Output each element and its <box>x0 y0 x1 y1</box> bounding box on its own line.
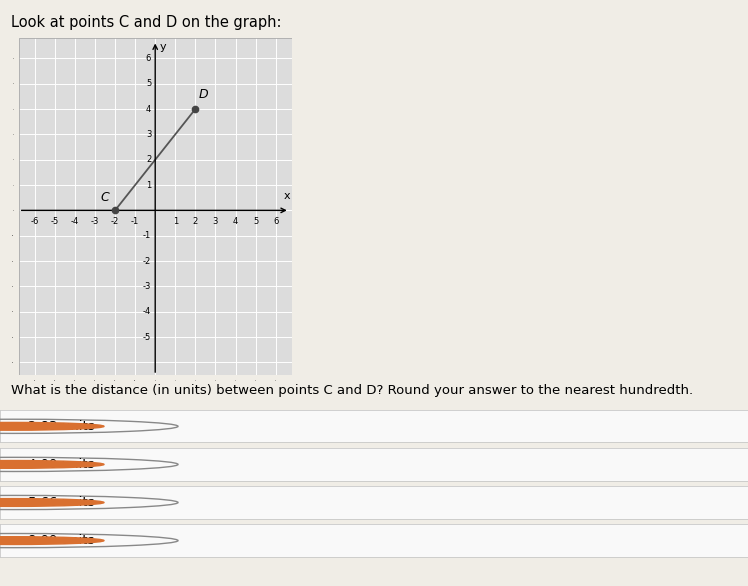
Text: 2.83 units: 2.83 units <box>28 420 95 433</box>
Text: 4: 4 <box>146 104 151 114</box>
Text: Look at points C and D on the graph:: Look at points C and D on the graph: <box>11 15 282 30</box>
Text: -1: -1 <box>131 217 139 226</box>
Text: 6: 6 <box>146 54 151 63</box>
Text: 4: 4 <box>233 217 238 226</box>
Text: 4.00 units: 4.00 units <box>28 458 95 471</box>
Circle shape <box>0 499 104 506</box>
Text: -4: -4 <box>143 307 151 316</box>
Text: D: D <box>198 88 208 101</box>
Circle shape <box>0 537 104 544</box>
Text: x: x <box>284 192 291 202</box>
Circle shape <box>0 423 104 430</box>
Text: 6: 6 <box>273 217 278 226</box>
Text: -1: -1 <box>143 231 151 240</box>
Text: -3: -3 <box>143 282 151 291</box>
Text: 3: 3 <box>146 130 151 139</box>
Text: 2: 2 <box>193 217 198 226</box>
Text: y: y <box>159 42 166 52</box>
Text: 1: 1 <box>146 180 151 189</box>
Text: -5: -5 <box>51 217 59 226</box>
Text: -2: -2 <box>143 257 151 265</box>
Text: 5: 5 <box>146 79 151 88</box>
Text: -5: -5 <box>143 332 151 342</box>
Text: -3: -3 <box>91 217 99 226</box>
Text: 2: 2 <box>146 155 151 164</box>
Text: -6: -6 <box>31 217 39 226</box>
Text: 8.00 units: 8.00 units <box>28 534 95 547</box>
Text: 3: 3 <box>212 217 218 226</box>
Text: 1: 1 <box>173 217 178 226</box>
Text: 5.66 units: 5.66 units <box>28 496 95 509</box>
Text: C: C <box>100 191 109 204</box>
Circle shape <box>0 461 104 468</box>
Text: 5: 5 <box>253 217 258 226</box>
Text: What is the distance (in units) between points C and D? Round your answer to the: What is the distance (in units) between … <box>11 384 693 397</box>
Text: -2: -2 <box>111 217 119 226</box>
Text: -4: -4 <box>71 217 79 226</box>
